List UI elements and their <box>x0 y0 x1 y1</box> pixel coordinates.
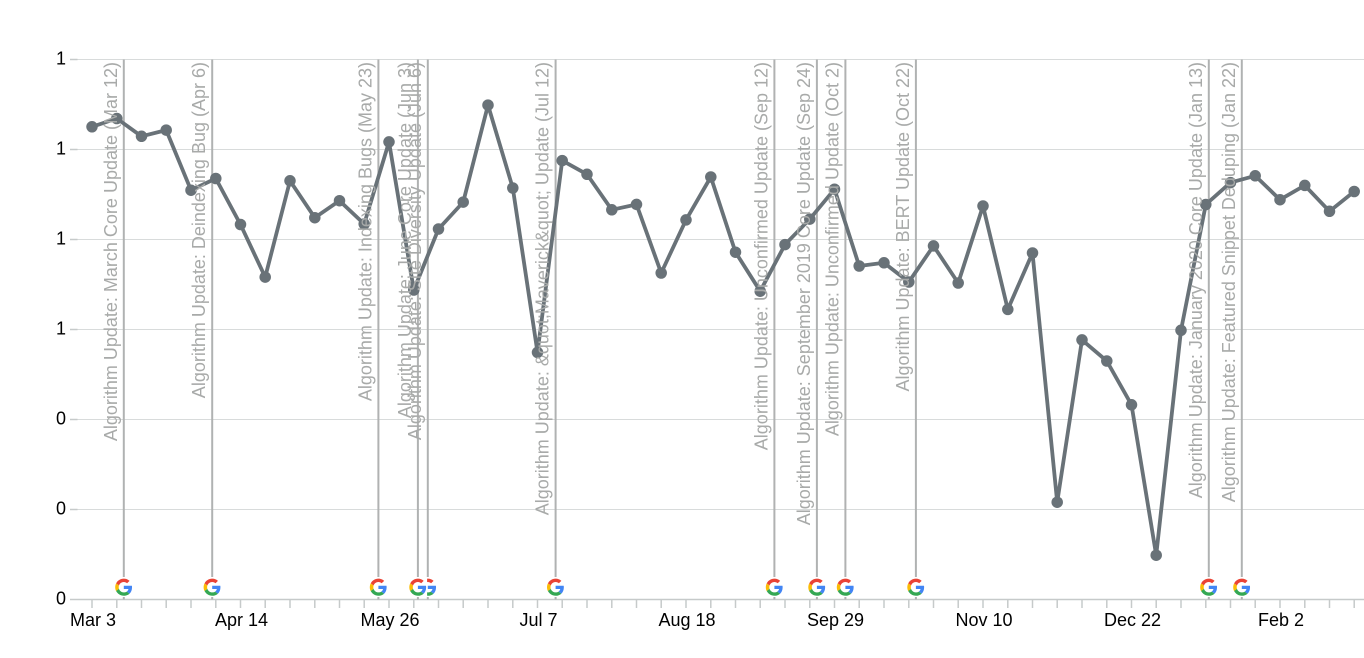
svg-text:Algorithm Update: Deindexing B: Algorithm Update: Deindexing Bug (Apr 6) <box>189 62 209 398</box>
svg-text:0: 0 <box>56 589 66 609</box>
svg-text:0: 0 <box>56 409 66 429</box>
svg-text:Algorithm Update: Unconfirmed: Algorithm Update: Unconfirmed Update (Se… <box>751 62 771 450</box>
svg-text:Algorithm Update: Unconfirmed: Algorithm Update: Unconfirmed Update (Oc… <box>822 62 842 436</box>
svg-text:Algorithm Update: &quot;Maveri: Algorithm Update: &quot;Maverick&quot; U… <box>533 62 553 515</box>
svg-text:1: 1 <box>56 139 66 159</box>
svg-text:Jul 7: Jul 7 <box>519 610 557 630</box>
svg-text:Algorithm Update: March Core U: Algorithm Update: March Core Update (Mar… <box>101 62 121 441</box>
svg-text:Sep 29: Sep 29 <box>807 610 864 630</box>
svg-text:Algorithm Update: Site Diversi: Algorithm Update: Site Diversity Update … <box>405 62 425 440</box>
svg-text:1: 1 <box>56 319 66 339</box>
svg-text:1: 1 <box>56 229 66 249</box>
svg-text:Feb 2: Feb 2 <box>1258 610 1304 630</box>
svg-text:1: 1 <box>56 49 66 69</box>
svg-text:Nov 10: Nov 10 <box>955 610 1012 630</box>
svg-text:Apr 14: Apr 14 <box>215 610 268 630</box>
svg-text:Algorithm Update: Featured Sni: Algorithm Update: Featured Snippet Dedup… <box>1219 62 1239 502</box>
svg-text:Dec 22: Dec 22 <box>1104 610 1161 630</box>
svg-text:May 26: May 26 <box>360 610 419 630</box>
svg-text:Algorithm Update: BERT Update: Algorithm Update: BERT Update (Oct 22) <box>893 62 913 391</box>
svg-text:0: 0 <box>56 499 66 519</box>
svg-text:Algorithm Update: Indexing Bug: Algorithm Update: Indexing Bugs (May 23) <box>355 62 375 401</box>
svg-text:Mar 3: Mar 3 <box>70 610 116 630</box>
svg-text:Algorithm Update: June Core Up: Algorithm Update: June Core Update (Jun … <box>395 62 415 418</box>
svg-text:Algorithm Update: September 20: Algorithm Update: September 2019 Core Up… <box>794 62 814 525</box>
svg-text:Algorithm Update: January 2020: Algorithm Update: January 2020 Core Upda… <box>1186 62 1206 498</box>
svg-text:Aug 18: Aug 18 <box>658 610 715 630</box>
